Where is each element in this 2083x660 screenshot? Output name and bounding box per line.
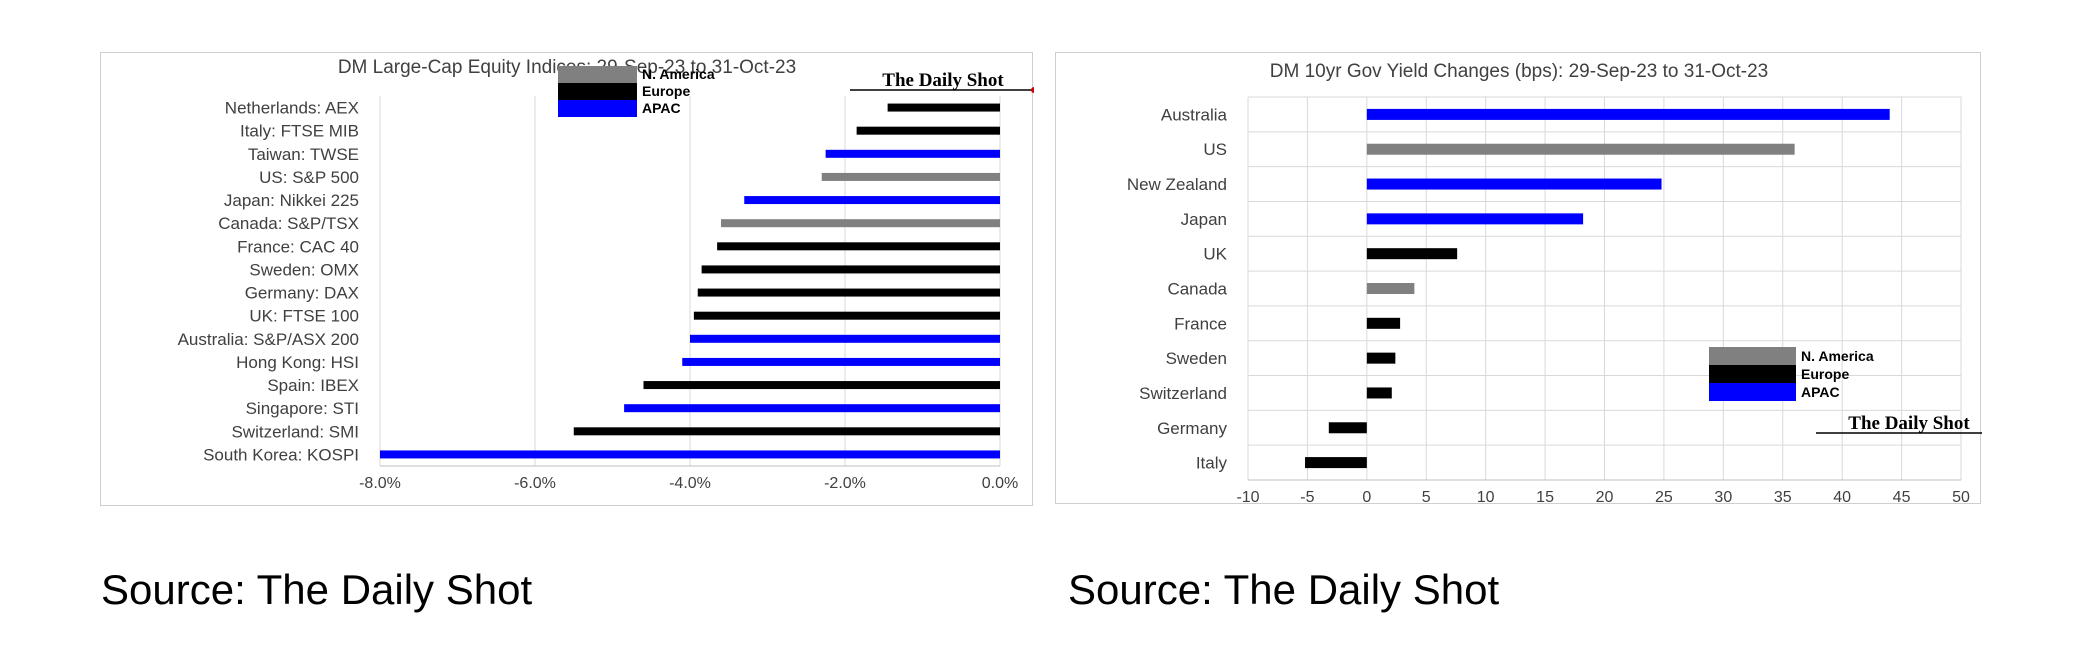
- watermark-text: The Daily Shot: [882, 70, 1004, 91]
- equity-indices-chart: DM Large-Cap Equity Indices: 29-Sep-23 t…: [178, 57, 1034, 492]
- category-label: Taiwan: TWSE: [248, 145, 359, 164]
- x-tick-label: 0: [1362, 489, 1371, 505]
- source-caption-right: Source: The Daily Shot: [1068, 566, 1500, 613]
- bar: [1366, 317, 1401, 329]
- equity-indices-chart-panel: DM Large-Cap Equity Indices: 29-Sep-23 t…: [100, 52, 1034, 506]
- legend-swatch: [558, 83, 637, 100]
- category-label: US: S&P 500: [259, 168, 359, 187]
- legend-label: Europe: [1801, 366, 1849, 382]
- bar: [1366, 108, 1890, 120]
- category-label: Netherlands: AEX: [225, 99, 359, 118]
- legend-swatch: [1709, 365, 1796, 383]
- bar: [744, 196, 1000, 205]
- x-tick-label: -10: [1236, 489, 1259, 505]
- category-label: UK: FTSE 100: [249, 307, 359, 326]
- category-label: Switzerland: SMI: [231, 422, 359, 441]
- x-tick-label: 45: [1893, 489, 1911, 505]
- bar: [1305, 457, 1367, 469]
- category-label: Sweden: [1166, 349, 1227, 368]
- category-label: Japan: [1181, 210, 1227, 229]
- category-label: Italy: [1196, 454, 1228, 473]
- bar: [573, 427, 1000, 436]
- x-tick-label: 10: [1477, 489, 1495, 505]
- x-tick-label: 25: [1655, 489, 1673, 505]
- bar: [1366, 283, 1415, 294]
- legend-label: N. America: [642, 66, 715, 82]
- category-label: South Korea: KOSPI: [203, 445, 359, 464]
- category-label: Singapore: STI: [246, 399, 359, 418]
- bar: [643, 381, 1000, 390]
- category-label: UK: [1203, 245, 1227, 264]
- bar: [1366, 213, 1584, 225]
- bar: [1328, 422, 1367, 434]
- watermark-text: The Daily Shot: [1848, 413, 1970, 434]
- category-label: France: [1174, 314, 1227, 333]
- bar: [887, 103, 1000, 112]
- x-tick-label: -6.0%: [514, 475, 556, 492]
- bar: [1366, 387, 1392, 399]
- category-label: Switzerland: [1139, 384, 1227, 403]
- x-tick-label: -5: [1300, 489, 1314, 505]
- category-label: New Zealand: [1127, 175, 1227, 194]
- watermark-dot-icon: [1031, 87, 1034, 93]
- legend-swatch: [1709, 383, 1796, 401]
- bar: [693, 311, 1000, 320]
- category-label: Canada: S&P/TSX: [218, 214, 359, 233]
- bar: [1366, 352, 1396, 364]
- x-tick-label: 40: [1833, 489, 1851, 505]
- x-tick-label: 0.0%: [982, 475, 1018, 492]
- legend-label: APAC: [1801, 384, 1840, 400]
- legend-swatch: [558, 66, 637, 83]
- legend-label: N. America: [1801, 348, 1874, 364]
- category-label: Spain: IBEX: [267, 376, 359, 395]
- bar: [1366, 178, 1662, 190]
- category-label: Italy: FTSE MIB: [240, 122, 359, 141]
- x-tick-label: -4.0%: [669, 475, 711, 492]
- category-label: Germany: [1157, 419, 1227, 438]
- x-tick-label: 50: [1952, 489, 1970, 505]
- x-tick-label: 20: [1596, 489, 1614, 505]
- category-label: France: CAC 40: [237, 237, 359, 256]
- legend-label: APAC: [642, 100, 681, 116]
- legend-swatch: [1709, 347, 1796, 365]
- category-label: Hong Kong: HSI: [236, 353, 359, 372]
- bar: [1366, 248, 1458, 260]
- bar: [701, 265, 1000, 274]
- bar: [717, 242, 1000, 251]
- bar: [825, 149, 1000, 158]
- legend-label: Europe: [642, 83, 690, 99]
- bar: [821, 172, 1000, 181]
- yield-changes-chart-panel: DM 10yr Gov Yield Changes (bps): 29-Sep-…: [1055, 52, 1982, 505]
- category-label: Sweden: OMX: [249, 260, 359, 279]
- category-label: Japan: Nikkei 225: [224, 191, 359, 210]
- x-tick-label: -2.0%: [824, 475, 866, 492]
- source-caption-left: Source: The Daily Shot: [101, 566, 533, 613]
- x-tick-label: 15: [1536, 489, 1554, 505]
- category-label: Australia: [1161, 105, 1228, 124]
- legend-swatch: [558, 100, 637, 117]
- bar: [624, 404, 1000, 413]
- chart-title: DM 10yr Gov Yield Changes (bps): 29-Sep-…: [1270, 61, 1768, 82]
- x-tick-label: -8.0%: [359, 475, 401, 492]
- bar: [682, 357, 1000, 366]
- x-tick-label: 5: [1422, 489, 1431, 505]
- bar: [380, 450, 1000, 459]
- x-tick-label: 35: [1774, 489, 1792, 505]
- x-tick-label: 30: [1714, 489, 1732, 505]
- category-label: Australia: S&P/ASX 200: [178, 330, 359, 349]
- category-label: Germany: DAX: [245, 284, 359, 303]
- bar: [697, 288, 1000, 297]
- category-label: US: [1203, 140, 1227, 159]
- category-label: Canada: [1167, 280, 1227, 299]
- bar: [690, 334, 1000, 343]
- bar: [856, 126, 1000, 135]
- bar: [1366, 143, 1795, 155]
- yield-changes-chart: DM 10yr Gov Yield Changes (bps): 29-Sep-…: [1127, 61, 1982, 505]
- bar: [721, 219, 1000, 228]
